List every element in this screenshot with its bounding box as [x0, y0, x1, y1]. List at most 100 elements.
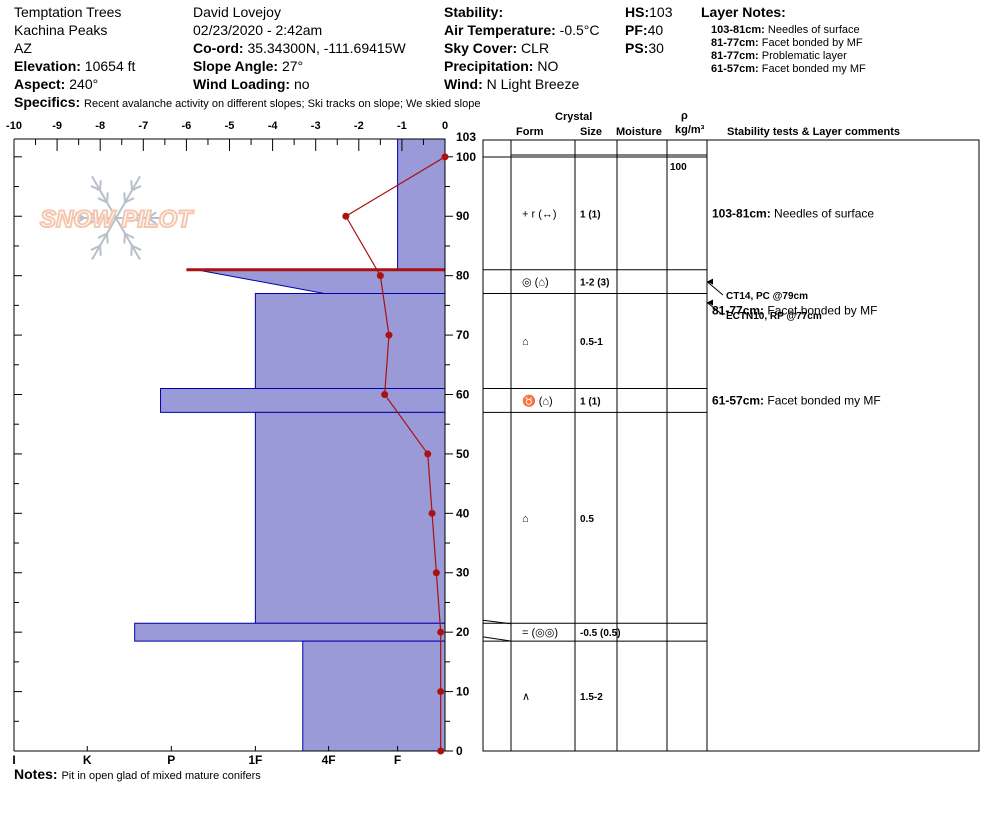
temperature-tick-label: -7	[138, 120, 148, 132]
location-name: Temptation Trees	[14, 4, 122, 20]
crystal-size: 1 (1)	[580, 396, 601, 407]
temperature-point	[342, 212, 350, 220]
pf-value: PF:40	[625, 22, 664, 38]
density-unit-header: kg/m³	[675, 124, 705, 136]
temperature-tick-label: -6	[182, 120, 192, 132]
depth-tick-label: 90	[456, 209, 470, 223]
temperature-point	[424, 450, 432, 458]
crystal-header: Crystal	[555, 111, 593, 123]
crystal-size: 1-2 (3)	[580, 278, 609, 289]
crystal-size: 0.5-1	[580, 337, 603, 348]
hardness-label: I	[12, 753, 15, 767]
density-value: 100	[670, 162, 687, 173]
hardness-label: F	[394, 753, 401, 767]
boundary-connector	[482, 636, 512, 642]
crystal-form-symbol: ♉ (⌂)	[522, 394, 553, 407]
snowflake-icon	[68, 175, 164, 261]
layer-note: 81-77cm: Facet bonded by MF	[711, 37, 863, 49]
elevation: Elevation: 10654 ft	[14, 58, 136, 74]
temperature-point	[432, 569, 440, 577]
watermark-text: SNOW PILOT	[40, 206, 194, 233]
specifics: Specifics: Recent avalanche activity on …	[14, 94, 481, 110]
temperature-point	[437, 628, 445, 636]
hardness-layer	[254, 411, 446, 624]
crystal-size: -0.5 (0.5)	[580, 628, 621, 639]
depth-tick-label: 100	[456, 150, 476, 164]
hardness-label: 4F	[322, 753, 336, 767]
observation-datetime: 02/23/2020 - 2:42am	[193, 22, 323, 38]
hardness-label: K	[83, 753, 92, 767]
hardness-layer	[160, 388, 446, 413]
temperature-point	[428, 509, 436, 517]
arrow-head-icon	[707, 299, 713, 306]
size-header: Size	[580, 126, 603, 138]
temperature-tick-label: -5	[225, 120, 235, 132]
moisture-header: Moisture	[616, 126, 662, 138]
depth-tick-label: 0	[456, 744, 463, 758]
wind-loading: Wind Loading: no	[193, 76, 310, 92]
temperature-tick-label: -8	[95, 120, 105, 132]
layer-notes-title: Layer Notes:	[701, 4, 786, 20]
depth-tick-label: 10	[456, 685, 470, 699]
temperature-point	[376, 272, 384, 280]
hardness-layer	[302, 640, 446, 752]
hardness-label: P	[167, 753, 175, 767]
layer-comment: 61-57cm: Facet bonded my MF	[712, 393, 881, 407]
depth-tick-label: 50	[456, 447, 470, 461]
observer-name: David Lovejoy	[193, 4, 281, 20]
temperature-tick-label: -10	[6, 120, 22, 132]
depth-tick-label: 80	[456, 269, 470, 283]
slope-angle: Slope Angle: 27°	[193, 58, 304, 74]
hs-value: HS:103	[625, 4, 673, 20]
hardness-label: 1F	[248, 753, 262, 767]
crystal-form-symbol: = (◎◎)	[522, 627, 558, 639]
hardness-layer	[254, 292, 446, 390]
stability: Stability:	[444, 4, 504, 20]
wind: Wind: N Light Breeze	[444, 76, 580, 92]
state-name: AZ	[14, 40, 32, 56]
temperature-tick-label: -3	[311, 120, 321, 132]
form-header: Form	[516, 126, 544, 138]
temperature-point	[385, 331, 393, 339]
precipitation: Precipitation: NO	[444, 58, 559, 74]
temperature-point	[437, 747, 445, 755]
temperature-point	[381, 390, 389, 398]
ps-value: PS:30	[625, 40, 664, 56]
depth-top-label: 103	[456, 130, 476, 144]
hardness-layer	[196, 269, 446, 294]
hardness-layer	[134, 622, 446, 642]
arrow-head-icon	[707, 278, 713, 285]
depth-tick-label: 40	[456, 506, 470, 520]
coordinates: Co-ord: 35.34300N, -111.69415W	[193, 40, 406, 56]
layer-comment: 103-81cm: Needles of surface	[712, 206, 874, 220]
layer-comment: 81-77cm: Facet bonded by MF	[712, 303, 877, 317]
layer-note: 103-81cm: Needles of surface	[711, 24, 860, 36]
crystal-form-symbol: + r (↔)	[522, 208, 557, 220]
crystal-size: 1 (1)	[580, 209, 601, 220]
stability-test-arrow	[706, 302, 724, 316]
temperature-tick-label: -4	[268, 120, 279, 132]
air-temperature: Air Temperature: -0.5°C	[444, 22, 600, 38]
crystal-form-symbol: ⌂	[522, 336, 529, 348]
temperature-point	[437, 688, 445, 696]
rho-header: ρ	[681, 110, 688, 122]
range-name: Kachina Peaks	[14, 22, 108, 38]
temperature-tick-label: -9	[52, 120, 62, 132]
notes: Notes: Pit in open glad of mixed mature …	[14, 766, 261, 782]
depth-tick-label: 60	[456, 387, 470, 401]
hardness-layer	[397, 138, 446, 271]
depth-tick-label: 30	[456, 566, 470, 580]
layer-note: 81-77cm: Problematic layer	[711, 50, 847, 62]
temperature-tick-label: -1	[397, 120, 407, 132]
depth-tick-label: 70	[456, 328, 470, 342]
sky-cover: Sky Cover: CLR	[444, 40, 550, 56]
temperature-tick-label: -2	[354, 120, 364, 132]
temperature-tick-label: 0	[442, 120, 448, 132]
crystal-form-symbol: ⌂	[522, 513, 529, 525]
stability-test-arrow	[706, 281, 724, 296]
depth-tick-label: 20	[456, 625, 470, 639]
crystal-size: 1.5-2	[580, 692, 603, 703]
stability-test-result: CT14, PC @79cm	[726, 291, 808, 302]
table-frame	[482, 139, 980, 752]
